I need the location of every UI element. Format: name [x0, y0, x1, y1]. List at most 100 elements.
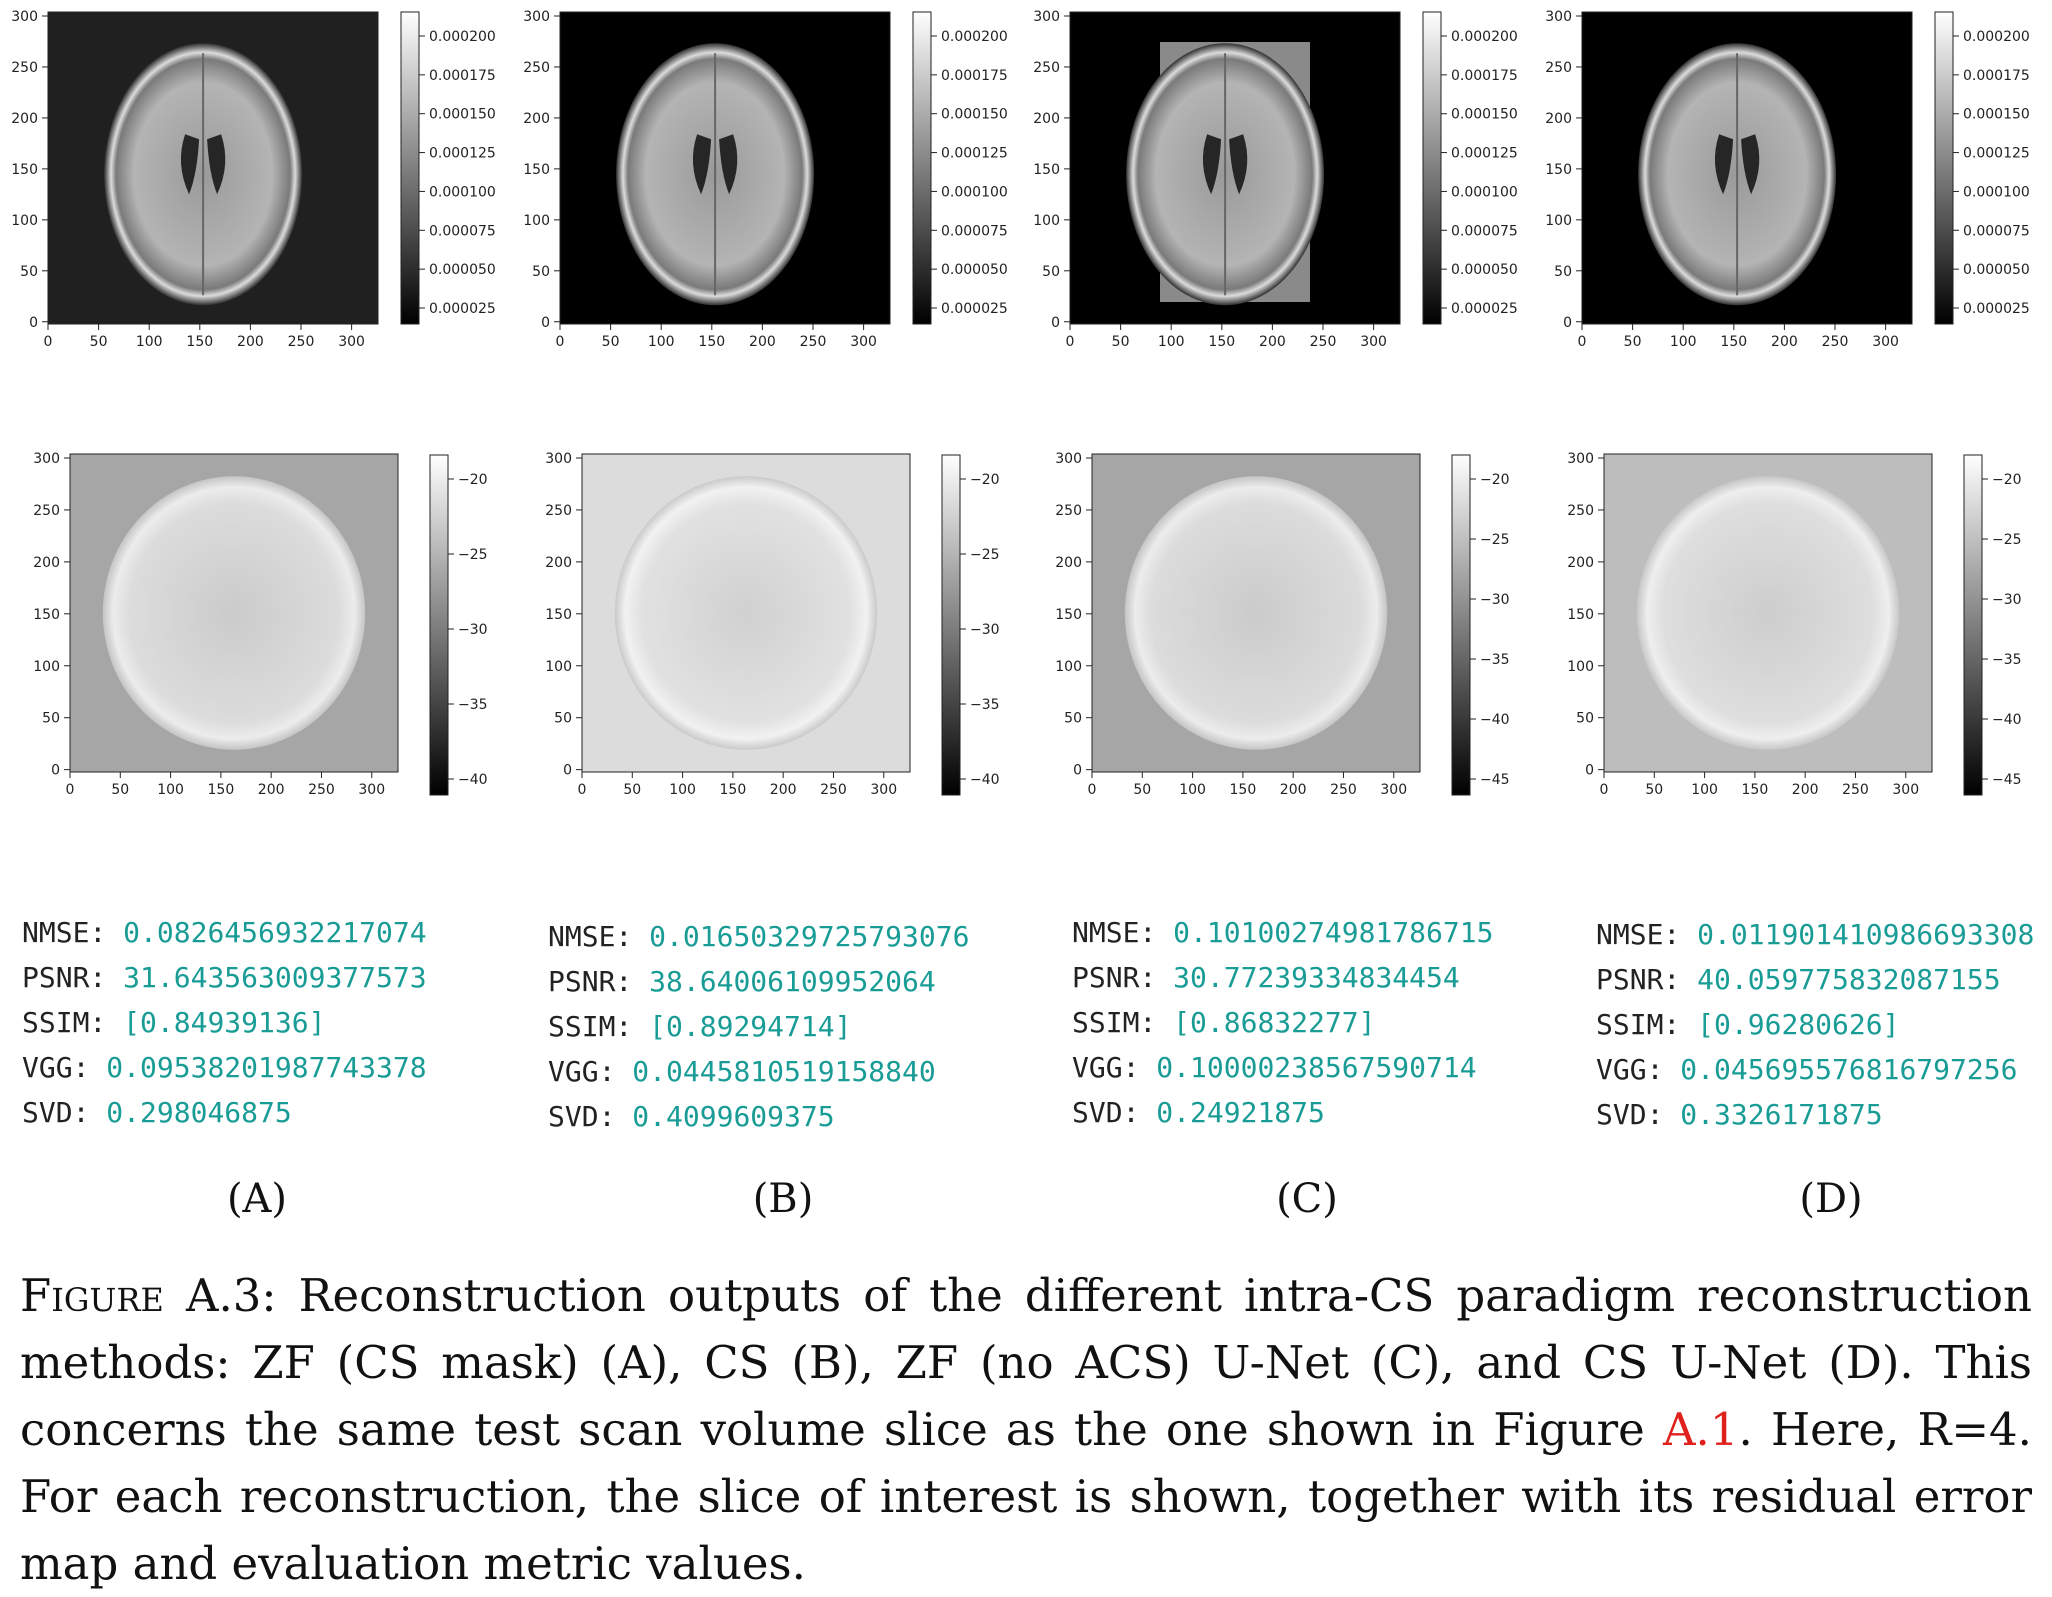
- brain-slice-ventricle: [1202, 134, 1222, 195]
- reconstruction-plot: 300 250 200 150 100 50 00 50 100 150 200 250 300 0.00…: [523, 9, 1008, 350]
- brain-slice-ventricle: [692, 134, 712, 195]
- top-cbar-tick-label: 0.000200: [1963, 29, 2030, 45]
- bottom-cbar-tick-label: −30: [970, 622, 1000, 638]
- top-ytick-label: 300: [1033, 9, 1060, 25]
- panel-label: (A): [226, 1176, 288, 1222]
- metric-value: 0.01650329725793076: [649, 920, 970, 953]
- top-ytick-label: 200: [1033, 111, 1060, 127]
- panel-label: (C): [1276, 1176, 1338, 1222]
- top-xtick-label: 150: [1208, 334, 1235, 350]
- top-cbar-tick-label: 0.000075: [1451, 223, 1518, 239]
- bottom-ytick-label: 250: [1055, 503, 1082, 519]
- error-map-brain: [1636, 476, 1900, 750]
- top-frame: [1069, 11, 1401, 325]
- top-cbar-tick-label: 0.000125: [941, 146, 1008, 162]
- metric-value: 0.298046875: [106, 1096, 292, 1129]
- bottom-ytick-label: 50: [42, 711, 60, 727]
- top-cbar-tick-label: 0.000100: [941, 184, 1008, 200]
- bottom-ytick-label: 200: [1055, 555, 1082, 571]
- bottom-xtick-label: 200: [258, 782, 285, 798]
- top-ytick-label: 300: [1545, 9, 1572, 25]
- metric-key: SSIM:: [22, 1006, 107, 1039]
- metric-row-ssim: SSIM: [0.89294714]: [548, 1004, 969, 1049]
- top-xtick-label: 200: [237, 334, 264, 350]
- bottom-ytick-label: 150: [1055, 607, 1082, 623]
- top-ytick-label: 150: [1033, 162, 1060, 178]
- metric-value: 0.3326171875: [1680, 1098, 1883, 1131]
- top-xtick-label: 100: [648, 334, 675, 350]
- brain-slice-ventricle: [207, 134, 226, 195]
- bottom-cbar-tick-label: −25: [1480, 532, 1510, 548]
- top-xtick-label: 0: [1066, 334, 1075, 350]
- brain-slice-ventricle: [180, 134, 200, 195]
- top-ytick-label: 300: [523, 9, 550, 25]
- top-xtick-label: 0: [556, 334, 565, 350]
- metric-key: SSIM:: [1072, 1006, 1157, 1039]
- error-map-plot: 300 250 200 150 100 50 00 50 100 150 200 250 300 −20 −…: [33, 451, 487, 798]
- error-map-brain: [102, 476, 366, 750]
- top-ytick-label: 100: [1033, 213, 1060, 229]
- top-cbar-tick-label: 0.000100: [1963, 184, 2030, 200]
- metric-key: VGG:: [548, 1055, 616, 1088]
- top-ytick-label: 50: [532, 264, 550, 280]
- top-cbar-tick-label: 0.000175: [1451, 68, 1518, 84]
- metric-value: 0.011901410986693308: [1697, 918, 2035, 951]
- bottom-cbar-tick-label: −30: [1992, 592, 2022, 608]
- bottom-xtick-label: 300: [870, 782, 897, 798]
- top-ytick-label: 150: [523, 162, 550, 178]
- top-cbar-tick-label: 0.000050: [941, 262, 1008, 278]
- bottom-frame: [1603, 453, 1933, 773]
- top-xtick-label: 200: [749, 334, 776, 350]
- top-xtick-label: 300: [338, 334, 365, 350]
- metric-row-ssim: SSIM: [0.86832277]: [1072, 1000, 1493, 1045]
- metric-row-ssim: SSIM: [0.96280626]: [1596, 1002, 2034, 1047]
- bottom-ytick-label: 100: [1055, 659, 1082, 675]
- top-ytick-label: 50: [1554, 264, 1572, 280]
- brain-slice-ventricle: [1714, 134, 1734, 195]
- panel-label: (D): [1799, 1176, 1863, 1222]
- top-cbar-tick-label: 0.000200: [941, 29, 1008, 45]
- bottom-xtick-label: 200: [1280, 782, 1307, 798]
- bottom-frame: [581, 453, 911, 773]
- panel-label: (B): [752, 1176, 814, 1222]
- metric-key: VGG:: [22, 1051, 90, 1084]
- top-cbar-tick-label: 0.000025: [429, 301, 496, 317]
- top-xtick-label: 50: [90, 334, 108, 350]
- top-cbar-tick-label: 0.000175: [1963, 68, 2030, 84]
- error-map-brain: [614, 476, 878, 750]
- top-xtick-label: 50: [1624, 334, 1642, 350]
- bottom-ytick-label: 250: [1567, 503, 1594, 519]
- bottom-cbar-tick-label: −35: [970, 697, 1000, 713]
- bottom-ytick-label: 50: [554, 711, 572, 727]
- bottom-ytick-label: 250: [33, 503, 60, 519]
- metric-value: 0.0445810519158840: [632, 1055, 936, 1088]
- top-ytick-label: 100: [523, 213, 550, 229]
- metric-row-svd: SVD: 0.3326171875: [1596, 1092, 2034, 1137]
- bottom-xtick-label: 100: [669, 782, 696, 798]
- bottom-ytick-label: 250: [545, 503, 572, 519]
- caption-figure-ref-link[interactable]: A.1: [1663, 1403, 1739, 1456]
- top-xtick-label: 100: [1158, 334, 1185, 350]
- bottom-xtick-label: 200: [770, 782, 797, 798]
- reconstruction-plot: 300 250 200 150 100 50 00 50 100 150 200 250 300 0.00…: [1545, 9, 2030, 350]
- top-cbar-tick-label: 0.000075: [941, 223, 1008, 239]
- metric-key: NMSE:: [1072, 916, 1157, 949]
- bottom-xtick-label: 100: [1691, 782, 1718, 798]
- bottom-ytick-label: 50: [1576, 711, 1594, 727]
- error-map-brain: [1124, 476, 1388, 750]
- bottom-xtick-label: 150: [1742, 782, 1769, 798]
- top-xtick-label: 0: [44, 334, 53, 350]
- bottom-cbar-tick-label: −30: [458, 622, 488, 638]
- metric-key: PSNR:: [548, 965, 633, 998]
- top-xtick-label: 0: [1578, 334, 1587, 350]
- bottom-xtick-label: 300: [1380, 782, 1407, 798]
- top-ytick-label: 250: [1545, 60, 1572, 76]
- bottom-ytick-label: 200: [1567, 555, 1594, 571]
- bottom-ytick-label: 300: [33, 451, 60, 467]
- bottom-frame: [69, 453, 399, 773]
- metric-key: VGG:: [1072, 1051, 1140, 1084]
- top-ytick-label: 0: [29, 315, 38, 331]
- bottom-cbar-tick-label: −30: [1480, 592, 1510, 608]
- bottom-cbar-tick-label: −35: [458, 697, 488, 713]
- top-cbar-tick-label: 0.000125: [1963, 146, 2030, 162]
